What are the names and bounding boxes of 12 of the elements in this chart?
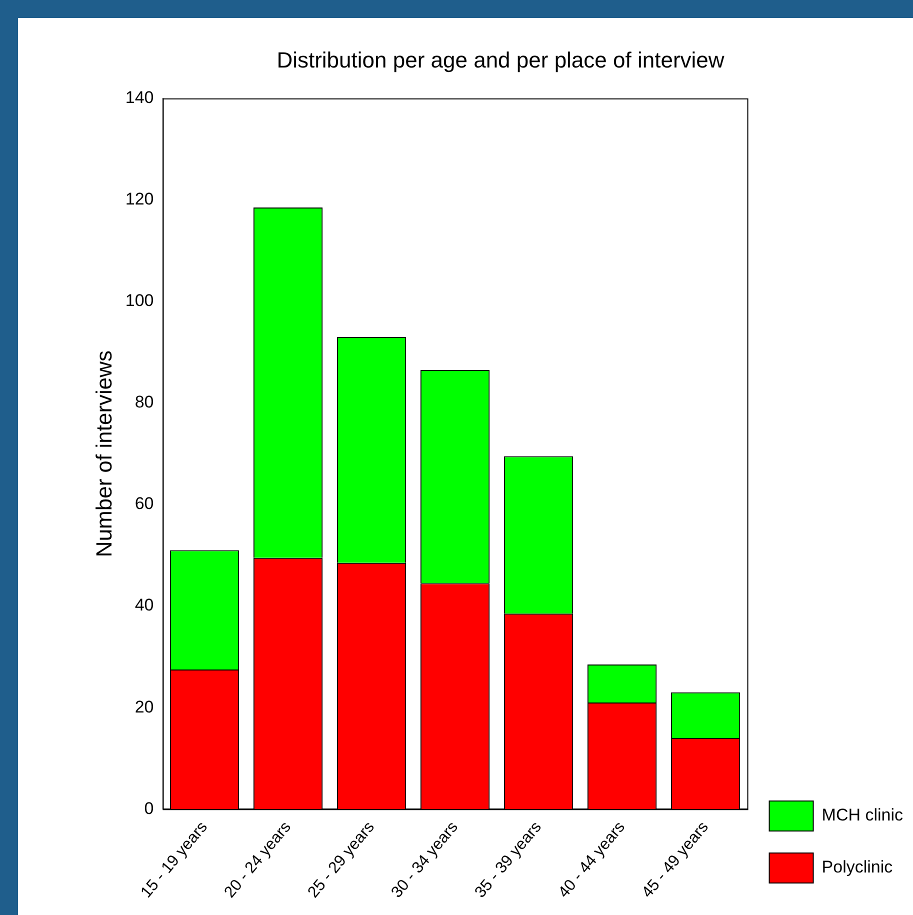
legend-label: Polyclinic xyxy=(822,858,894,877)
y-tick-label: 80 xyxy=(134,392,154,412)
chart-title: Distribution per age and per place of interview xyxy=(276,47,724,72)
y-tick-label: 140 xyxy=(125,88,154,108)
y-tick-label: 40 xyxy=(134,596,154,615)
y-tick-label: 120 xyxy=(125,190,154,209)
y-tick-label: 0 xyxy=(144,798,154,818)
legend-label: MCH clinic xyxy=(822,806,904,825)
y-axis-title: Number of interviews xyxy=(91,350,116,558)
y-tick-label: 20 xyxy=(134,697,154,716)
y-tick-label: 60 xyxy=(134,494,154,514)
y-tick-label: 100 xyxy=(125,291,154,310)
